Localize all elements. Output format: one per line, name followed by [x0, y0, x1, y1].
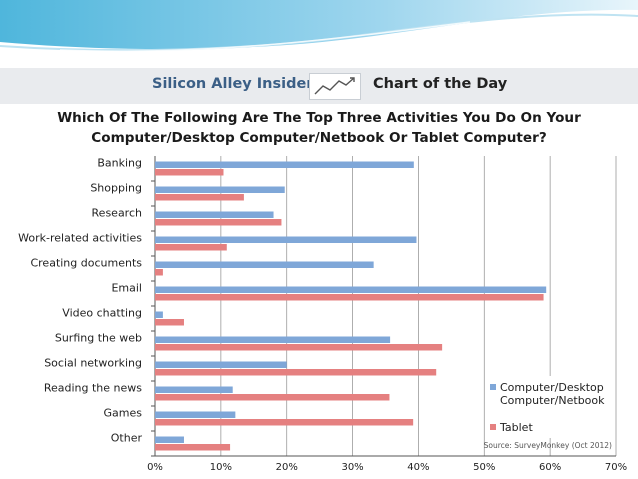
trend-line-icon [314, 77, 355, 95]
category-label: Work-related activities [18, 232, 142, 245]
category-label: Email [111, 282, 142, 295]
bar-computer [155, 261, 374, 268]
legend-label-computer: Computer/Netbook [500, 394, 605, 407]
bar-tablet [155, 269, 163, 276]
category-label: Reading the news [44, 382, 142, 395]
bar-computer [155, 436, 184, 443]
category-label: Creating documents [30, 257, 142, 270]
bar-computer [155, 411, 236, 418]
category-label: Shopping [90, 182, 142, 195]
bar-computer [155, 161, 414, 168]
bar-tablet [155, 194, 244, 201]
category-label: Video chatting [62, 307, 142, 320]
x-tick-label: 70% [605, 462, 627, 473]
category-label: Research [92, 207, 142, 220]
bar-computer [155, 236, 417, 243]
bar-computer [155, 186, 285, 193]
bar-tablet [155, 169, 224, 176]
x-tick-label: 40% [407, 462, 429, 473]
chart-title-line-1: Which Of The Following Are The Top Three… [57, 110, 581, 126]
x-tick-label: 30% [341, 462, 363, 473]
category-label: Surfing the web [55, 332, 142, 345]
category-label: Banking [97, 157, 142, 170]
bar-tablet [155, 419, 414, 426]
bar-tablet [155, 444, 231, 451]
category-label: Social networking [44, 357, 142, 370]
bar-tablet [155, 394, 390, 401]
bar-tablet [155, 294, 544, 301]
category-label: Other [111, 432, 143, 445]
bar-computer [155, 311, 163, 318]
chart-icon-box [309, 73, 361, 100]
bar-tablet [155, 369, 437, 376]
x-tick-label: 20% [276, 462, 298, 473]
legend-swatch-computer [490, 384, 496, 390]
chart-title: Which Of The Following Are The Top Three… [40, 108, 598, 148]
chart-of-the-day-label: Chart of the Day [373, 76, 508, 92]
chart-title-line-2: Computer/Desktop Computer/Netbook Or Tab… [91, 130, 547, 146]
bar-tablet [155, 319, 184, 326]
category-label: Games [104, 407, 143, 420]
legend-label-computer: Computer/Desktop [500, 381, 604, 394]
legend-swatch-tablet [490, 424, 496, 430]
bar-computer [155, 386, 233, 393]
bar-computer [155, 211, 274, 218]
brand-name: Silicon Alley Insider [152, 76, 314, 92]
x-tick-label: 10% [210, 462, 232, 473]
x-tick-label: 60% [539, 462, 561, 473]
bar-tablet [155, 244, 227, 251]
legend-label-tablet: Tablet [499, 421, 533, 434]
x-tick-label: 0% [147, 462, 163, 473]
source-note: Source: SurveyMonkey (Oct 2012) [484, 441, 612, 450]
bar-computer [155, 336, 391, 343]
x-tick-label: 50% [473, 462, 495, 473]
bar-computer [155, 361, 287, 368]
bar-computer [155, 286, 547, 293]
header-swoosh-decoration [0, 0, 638, 53]
bar-tablet [155, 344, 443, 351]
bar-tablet [155, 219, 282, 226]
legend-box [486, 376, 614, 438]
